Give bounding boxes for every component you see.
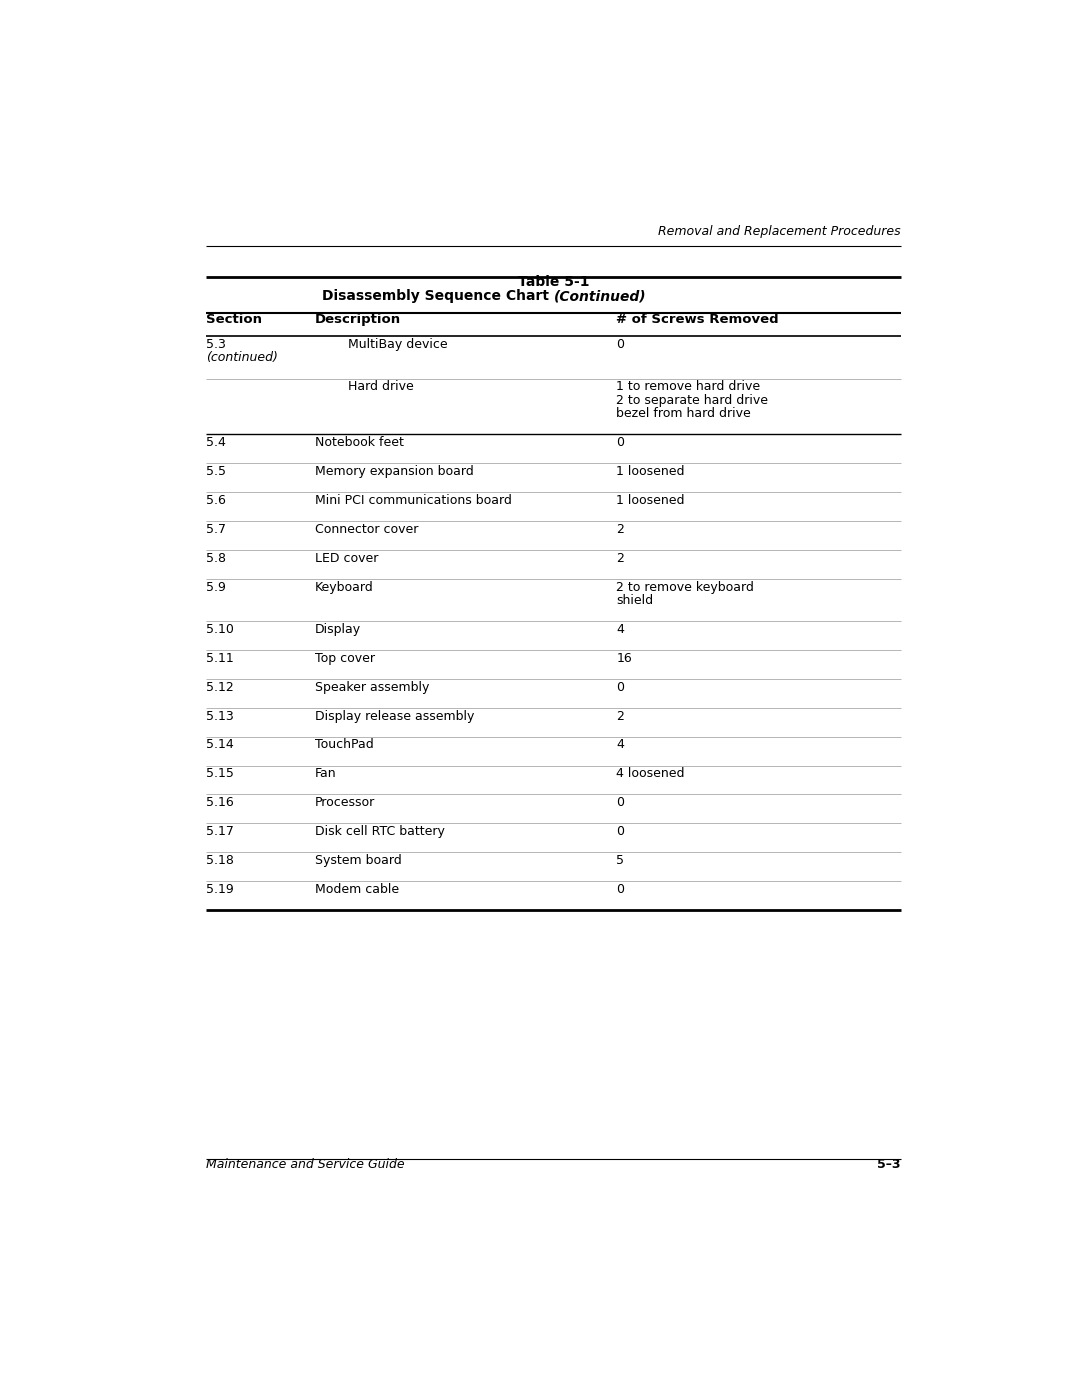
Text: Hard drive: Hard drive <box>349 380 415 394</box>
Text: 0: 0 <box>617 338 624 351</box>
Text: Keyboard: Keyboard <box>315 581 374 594</box>
Text: MultiBay device: MultiBay device <box>349 338 448 351</box>
Text: # of Screws Removed: # of Screws Removed <box>617 313 779 326</box>
Text: 0: 0 <box>617 436 624 450</box>
Text: 5.7: 5.7 <box>206 522 226 536</box>
Text: 5.5: 5.5 <box>206 465 226 478</box>
Text: Connector cover: Connector cover <box>315 522 418 536</box>
Text: LED cover: LED cover <box>315 552 378 564</box>
Text: 2: 2 <box>617 552 624 564</box>
Text: 5.17: 5.17 <box>206 826 234 838</box>
Text: 5.13: 5.13 <box>206 710 234 722</box>
Text: 2: 2 <box>617 522 624 536</box>
Text: 5.8: 5.8 <box>206 552 226 564</box>
Text: Display release assembly: Display release assembly <box>315 710 474 722</box>
Text: 0: 0 <box>617 826 624 838</box>
Text: Mini PCI communications board: Mini PCI communications board <box>315 495 512 507</box>
Text: Modem cable: Modem cable <box>315 883 400 895</box>
Text: 5.15: 5.15 <box>206 767 234 781</box>
Text: Section: Section <box>206 313 262 326</box>
Text: 0: 0 <box>617 883 624 895</box>
Text: 2 to remove keyboard: 2 to remove keyboard <box>617 581 754 594</box>
Text: 1 loosened: 1 loosened <box>617 465 685 478</box>
Text: 4: 4 <box>617 739 624 752</box>
Text: 5.6: 5.6 <box>206 495 226 507</box>
Text: 1 loosened: 1 loosened <box>617 495 685 507</box>
Text: bezel from hard drive: bezel from hard drive <box>617 408 751 420</box>
Text: Table 5-1: Table 5-1 <box>517 275 590 289</box>
Text: Disk cell RTC battery: Disk cell RTC battery <box>315 826 445 838</box>
Text: 0: 0 <box>617 680 624 694</box>
Text: 4: 4 <box>617 623 624 636</box>
Text: 0: 0 <box>617 796 624 809</box>
Text: 5: 5 <box>617 854 624 868</box>
Text: 2: 2 <box>617 710 624 722</box>
Text: 5.4: 5.4 <box>206 436 226 450</box>
Text: TouchPad: TouchPad <box>315 739 374 752</box>
Text: 5.3: 5.3 <box>206 338 226 351</box>
Text: 5–3: 5–3 <box>877 1158 901 1171</box>
Text: (Continued): (Continued) <box>554 289 646 303</box>
Text: 4 loosened: 4 loosened <box>617 767 685 781</box>
Text: 5.19: 5.19 <box>206 883 234 895</box>
Text: 5.11: 5.11 <box>206 652 234 665</box>
Text: 5.16: 5.16 <box>206 796 234 809</box>
Text: 16: 16 <box>617 652 632 665</box>
Text: 2 to separate hard drive: 2 to separate hard drive <box>617 394 768 407</box>
Text: Processor: Processor <box>315 796 375 809</box>
Text: Notebook feet: Notebook feet <box>315 436 404 450</box>
Text: 1 to remove hard drive: 1 to remove hard drive <box>617 380 760 394</box>
Text: Maintenance and Service Guide: Maintenance and Service Guide <box>206 1158 405 1171</box>
Text: Speaker assembly: Speaker assembly <box>315 680 430 694</box>
Text: Top cover: Top cover <box>315 652 375 665</box>
Text: Display: Display <box>315 623 361 636</box>
Text: 5.9: 5.9 <box>206 581 226 594</box>
Text: System board: System board <box>315 854 402 868</box>
Text: Description: Description <box>315 313 401 326</box>
Text: Memory expansion board: Memory expansion board <box>315 465 474 478</box>
Text: Removal and Replacement Procedures: Removal and Replacement Procedures <box>658 225 901 237</box>
Text: shield: shield <box>617 594 653 608</box>
Text: 5.10: 5.10 <box>206 623 234 636</box>
Text: (continued): (continued) <box>206 352 278 365</box>
Text: Disassembly Sequence Chart: Disassembly Sequence Chart <box>322 289 554 303</box>
Text: Fan: Fan <box>315 767 337 781</box>
Text: 5.18: 5.18 <box>206 854 234 868</box>
Text: 5.14: 5.14 <box>206 739 234 752</box>
Text: 5.12: 5.12 <box>206 680 234 694</box>
